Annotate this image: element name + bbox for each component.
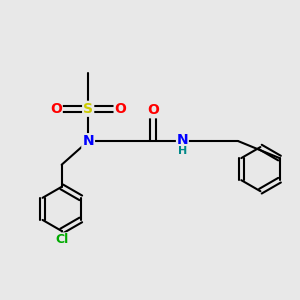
Text: O: O: [115, 102, 127, 116]
Text: N: N: [82, 134, 94, 148]
Text: H: H: [178, 146, 187, 156]
Text: S: S: [83, 102, 93, 116]
Text: O: O: [147, 103, 159, 117]
Text: O: O: [50, 102, 62, 116]
Text: Cl: Cl: [55, 233, 68, 246]
Text: N: N: [177, 133, 188, 147]
